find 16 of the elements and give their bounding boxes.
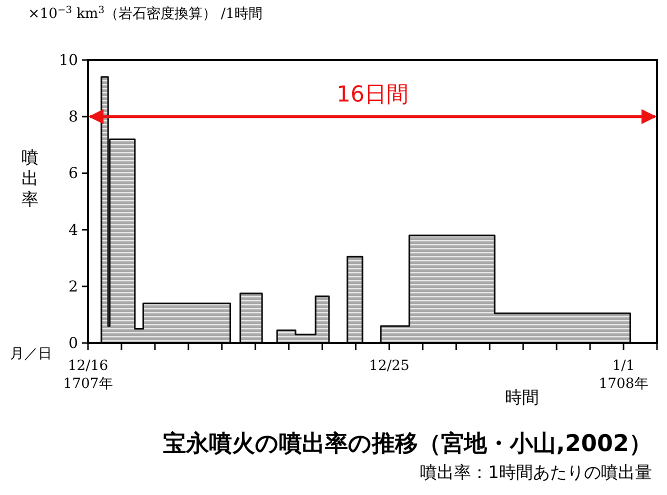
y-axis-title: 噴出率: [22, 148, 38, 210]
y-tick-label: 10: [58, 51, 78, 69]
text: 噴出率：1時間あたりの噴出量: [420, 463, 652, 483]
x-axis-title: 時間: [505, 388, 539, 408]
y-tick-label: 0: [68, 334, 78, 352]
text: 宝永噴火の噴出率の推移（宮地・小山,2002）: [163, 430, 652, 457]
x-tick-label: 1/1 1708年: [598, 358, 648, 392]
text: ×10$^{−3}$ km$^{3}$（岩石密度換算） /1時間: [28, 4, 263, 22]
x-tick-label: 12/16 1707年: [63, 358, 113, 392]
y-tick-label: 4: [68, 220, 78, 239]
ref-line-label: 16日間: [336, 82, 408, 108]
text: 月／日: [10, 346, 52, 362]
y-tick-label: 8: [68, 108, 78, 126]
y-tick-label: 6: [68, 164, 78, 182]
y-tick-label: 2: [68, 277, 78, 296]
x-tick-label: 12/25: [369, 358, 410, 374]
